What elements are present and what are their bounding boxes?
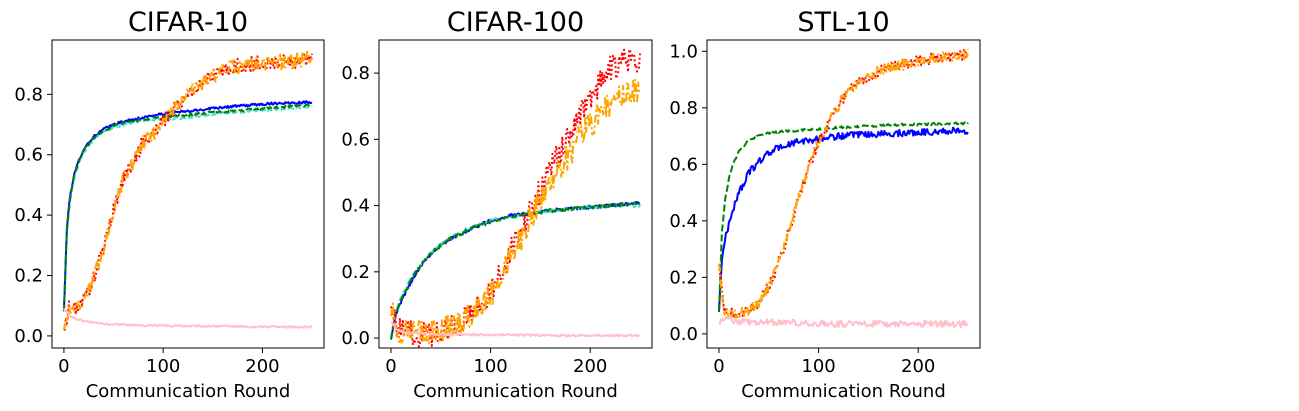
series-line-2 [390,202,641,340]
series-line-6 [62,307,313,329]
x-tick-label: 0 [385,356,396,377]
x-tick-label: 0 [58,356,69,377]
series-line-2 [718,121,969,312]
y-tick-label: 1.0 [669,41,698,62]
series-line-4 [63,53,314,332]
x-tick-label: 100 [801,356,835,377]
x-axis-label: Communication Round [86,381,291,402]
chart-title: CIFAR-100 [447,7,584,38]
series-line-6 [390,321,641,338]
y-tick-label: 0.8 [341,63,370,84]
y-tick-label: 0.0 [341,328,370,349]
series-line-3 [62,103,313,312]
series-line-5 [390,78,641,346]
series-line-4 [718,48,969,320]
series-line-1 [390,200,641,340]
y-tick-label: 0.8 [669,98,698,119]
plot-area [62,50,314,332]
series-line-4 [390,48,641,348]
plot-area [718,48,969,329]
y-tick-label: 0.4 [14,205,43,226]
y-tick-label: 0.0 [14,326,43,347]
series-line-3 [718,48,969,319]
chart-panel-2: 0.0 0.2 0.4 0.6 0.8 0 100 200 CIFAR-100 Communica… [341,7,653,402]
y-tick-label: 0.0 [669,324,698,345]
y-tick-label: 0.6 [341,129,370,150]
y-tick-label: 0.2 [14,266,43,287]
chart-title: STL-10 [797,7,889,38]
series-line-5 [62,50,313,331]
x-tick-label: 200 [573,356,607,377]
y-tick-label: 0.6 [14,145,43,166]
series-line-1 [718,126,969,312]
plot-frame [706,39,981,349]
x-tick-label: 100 [146,356,180,377]
y-tick-label: 0.8 [14,84,43,105]
y-tick-label: 0.2 [341,262,370,283]
plot-frame [378,39,653,349]
plot-frame [51,39,325,349]
series-line-1 [62,100,313,312]
chart-title: CIFAR-10 [128,7,248,38]
y-tick-label: 0.2 [669,267,698,288]
y-tick-label: 0.6 [669,154,698,175]
chart-panel-3: 0.0 0.2 0.4 0.6 0.8 1.0 0 100 200 STL-10 Communica… [669,7,981,402]
series-line-2 [62,105,313,312]
y-tick-label: 0.4 [341,196,370,217]
x-axis-label: Communication Round [413,381,618,402]
plot-area [390,48,641,348]
x-tick-label: 0 [713,356,724,377]
x-tick-label: 200 [245,356,279,377]
series-line-5 [718,315,969,329]
x-tick-label: 100 [473,356,507,377]
x-tick-label: 200 [901,356,935,377]
x-axis-label: Communication Round [741,381,946,402]
series-line-3 [390,200,641,340]
chart-panel-1: 0.0 0.2 0.4 0.6 0.8 0 100 200 CIFAR-10 Communicat… [14,7,325,402]
y-tick-label: 0.4 [669,211,698,232]
